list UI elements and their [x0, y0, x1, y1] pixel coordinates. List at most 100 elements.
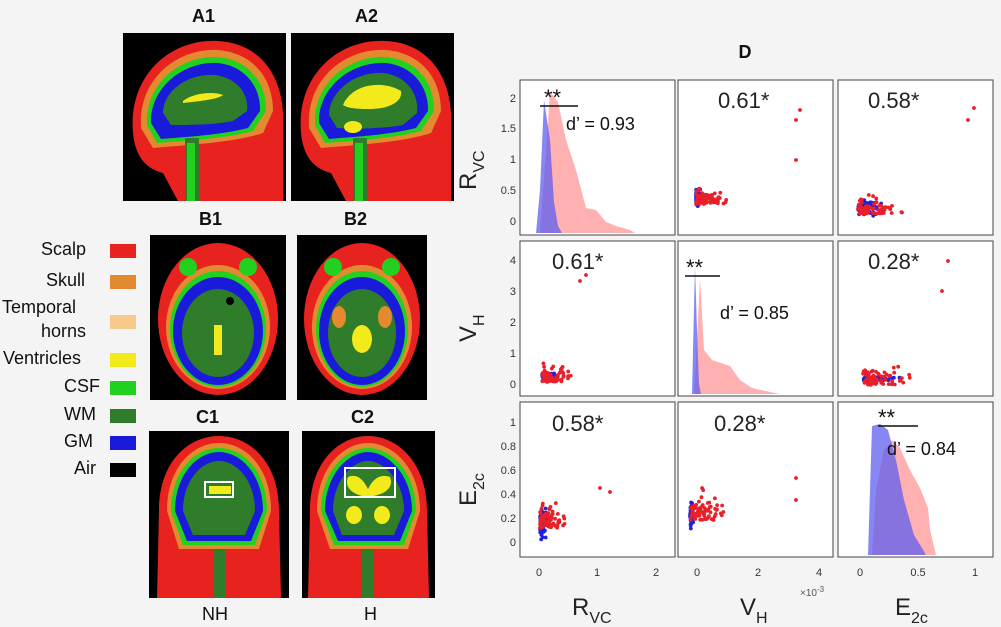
ytick-r-1.5: 1.5: [501, 123, 516, 135]
dprime-vh: d’ = 0.85: [720, 303, 789, 323]
density-nh-e2c: [868, 424, 926, 555]
scatter-point-h: [538, 519, 543, 524]
scatter-point-h: [794, 476, 798, 480]
label-h: H: [364, 604, 377, 624]
scatter-point-h: [694, 200, 699, 205]
scatter-point-h: [562, 516, 567, 521]
scatter-point-h: [712, 191, 717, 196]
scatter-point-h: [557, 370, 562, 375]
scatter-point-h: [887, 374, 892, 379]
scatter-point-h: [542, 368, 547, 373]
scatter-point-h: [697, 499, 701, 504]
scatter-point-h: [559, 377, 564, 382]
legend-swatch-ventricles: [110, 353, 136, 367]
mri-sagittal-h-image: [291, 33, 454, 201]
xaxis-label-vh: VH: [740, 594, 768, 627]
scatter-matrix-chart: D ** d’ = 0.93 ** d’ = 0.85 ** d’ = 0.84…: [455, 42, 994, 627]
sig-rvc: **: [544, 85, 562, 110]
xaxis-label-e2c: E2c: [895, 594, 928, 627]
xtick-e-0: 0: [857, 567, 863, 579]
ytick-e-0.6: 0.6: [501, 465, 516, 477]
scatter-point-nh: [892, 375, 896, 380]
dprime-e2c: d’ = 0.84: [887, 439, 956, 459]
scatter-point-h: [866, 207, 871, 211]
scatter-point-h: [538, 511, 543, 515]
mri-coronal-h-image: [302, 431, 435, 598]
scatter-point-h: [700, 503, 705, 507]
scatter-point-h: [702, 514, 707, 518]
legend-label: Scalp: [41, 239, 87, 259]
scatter-point-h: [871, 211, 876, 216]
scatter-point-h: [700, 486, 704, 490]
scatter-point-h: [874, 377, 879, 381]
scatter-point-h: [723, 200, 728, 205]
scatter-point-h: [548, 516, 552, 521]
scatter-point-h: [556, 521, 561, 525]
scatter-point-h: [946, 259, 950, 263]
scatter-point-h: [566, 376, 570, 381]
panel-title-c2: C2: [351, 407, 375, 427]
scatter-point-h: [715, 507, 719, 512]
scatter-point-h: [874, 370, 878, 374]
scatter-point-h: [877, 203, 882, 208]
scatter-point-h: [716, 195, 721, 200]
scatter-point-h: [890, 204, 894, 208]
scatter-point-h: [896, 364, 901, 369]
scatter-point-h: [540, 501, 545, 506]
scatter-point-h: [555, 524, 560, 529]
corr-r-e-upper: 0.58*: [868, 88, 920, 113]
scatter-point-h: [900, 210, 904, 215]
scatter-point-h: [689, 505, 693, 510]
scatter-point-h: [877, 372, 881, 377]
scatter-point-h: [874, 196, 879, 201]
scatter-point-h: [698, 193, 702, 198]
scatter-point-h: [549, 525, 553, 530]
xtick-e-0.5: 0.5: [910, 567, 925, 579]
scatter-point-nh: [543, 506, 548, 511]
scatter-point-h: [557, 518, 562, 522]
ytick-v-2: 2: [510, 317, 516, 329]
scatter-point-h: [862, 380, 867, 385]
scatter-point-h: [707, 505, 712, 510]
ytick-r-1: 1: [510, 154, 516, 166]
legend-label: Temporal: [2, 297, 77, 317]
scatter-point-h: [542, 523, 546, 528]
scatter-point-h: [705, 193, 710, 197]
scatter-point-h: [859, 197, 864, 202]
ytick-v-1: 1: [510, 348, 516, 360]
sig-e2c: **: [878, 405, 896, 430]
scatter-point-h: [867, 371, 871, 376]
scatter-point-nh: [552, 371, 556, 376]
scatter-point-h: [702, 506, 707, 510]
sig-vh: **: [686, 255, 704, 280]
scatter-point-h: [598, 486, 602, 490]
ytick-r-0.5: 0.5: [501, 185, 516, 197]
scatter-point-h: [713, 512, 718, 516]
scatter-point-h: [863, 372, 868, 377]
scatter-point-h: [544, 515, 549, 519]
corr-r-v-upper: 0.61*: [718, 88, 770, 113]
corr-r-v-lower: 0.61*: [552, 249, 604, 274]
scatter-point-h: [551, 521, 556, 526]
scatter-point-h: [549, 366, 554, 371]
corr-v-e-upper: 0.28*: [868, 249, 920, 274]
scatter-point-h: [547, 506, 552, 511]
scatter-point-h: [794, 158, 798, 162]
scatter-point-h: [863, 208, 868, 213]
density-h-rvc: [540, 92, 635, 233]
scatter-point-h: [568, 373, 573, 378]
ytick-r-2: 2: [510, 93, 516, 105]
scatter-point-h: [584, 273, 588, 277]
scatter-point-h: [566, 369, 571, 374]
scatter-point-h: [541, 361, 546, 366]
scatter-point-h: [871, 194, 875, 199]
scatter-point-h: [794, 118, 798, 122]
mri-axial-nh-image: [150, 235, 286, 400]
legend-label: Ventricles: [3, 348, 82, 368]
xtick-r-0: 0: [536, 567, 542, 579]
scatter-point-h: [696, 506, 700, 511]
scatter-point-h: [556, 512, 560, 516]
scatter-point-h: [889, 211, 894, 215]
scatter-point-h: [544, 374, 549, 378]
corr-r-e-lower: 0.58*: [552, 411, 604, 436]
